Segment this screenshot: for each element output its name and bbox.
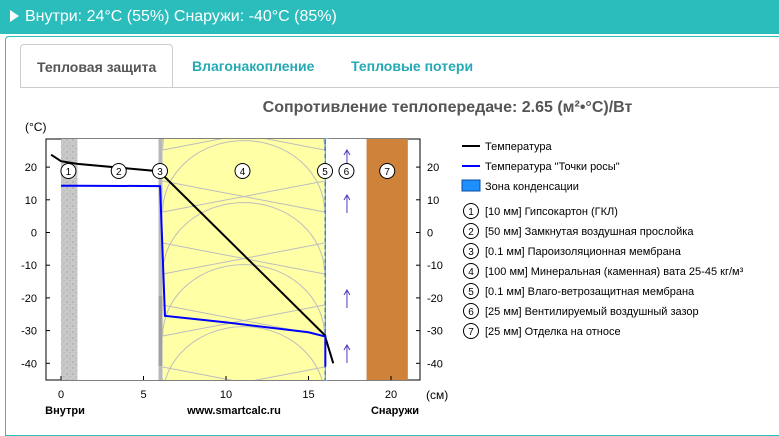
layer-legend-label: [25 мм] Вентилируемый воздушный зазор [485, 306, 699, 318]
collapse-arrow-icon[interactable] [10, 10, 19, 22]
layer-legend-label: [25 мм] Отделка на относе [485, 326, 621, 338]
layer-legend-label: [0.1 мм] Влаго-ветрозащитная мембрана [485, 286, 695, 298]
layer-legend-label: [100 мм] Минеральная (каменная) вата 25-… [485, 266, 744, 278]
layer-marker-4: 4 [234, 163, 251, 179]
chart-title: Сопротивление теплопередаче: 2.65 (м²•°С… [262, 99, 633, 116]
tab-heat-loss[interactable]: Тепловые потери [351, 58, 474, 74]
tab-divider [20, 87, 779, 88]
tab-moisture-accumulation[interactable]: Влагонакопление [192, 58, 315, 74]
layer-legend-item: 6 [25 мм] Вентилируемый воздушный зазор [463, 303, 699, 319]
layer-legend-item: 1 [10 мм] Гипсокартон (ГКЛ) [463, 203, 618, 219]
x-axis: 0 5 10 15 20 [58, 376, 397, 401]
layer-legend-item: 4 [100 мм] Минеральная (каменная) вата 25… [463, 263, 744, 279]
layer-ventilated-gap [325, 139, 367, 380]
airflow-arrows [343, 149, 351, 363]
layer-marker-6: 6 [338, 163, 355, 179]
y-axis-left: 20 10 0 -10 -20 -30 -40 [21, 162, 50, 370]
layer-marker-number: 4 [240, 167, 246, 178]
layer-marker-3: 3 [152, 163, 168, 179]
layer-legend-item: 3 [0.1 мм] Пароизоляционная мембрана [463, 243, 682, 259]
layer-legend-number: 6 [468, 307, 474, 318]
layer-marker-number: 6 [344, 167, 350, 178]
layer-number-markers: 1 2 3 4 5 6 7 [60, 163, 396, 179]
layer-legend-number: 4 [468, 267, 474, 278]
x-tick-label: 15 [302, 389, 314, 401]
summary-header[interactable]: Внутри: 24°C (55%) Снаружи: -40°C (85%) [0, 0, 779, 34]
layer-marker-number: 7 [384, 167, 390, 178]
x-tick-label: 20 [385, 389, 397, 401]
y-tick-label-left: -10 [21, 260, 37, 272]
y-tick-label-left: 0 [31, 228, 37, 240]
y-tick-label-right: -10 [427, 260, 443, 272]
layer-legend-number: 1 [468, 207, 474, 218]
layer-legend-number: 2 [468, 227, 474, 238]
layer-marker-1: 1 [60, 163, 77, 179]
y-tick-label-left: 10 [25, 195, 37, 207]
layer-legend: 1 [10 мм] Гипсокартон (ГКЛ) 2 [50 мм] Замкн… [463, 203, 744, 339]
layer-mineral-wool [162, 139, 325, 380]
layer-cladding [366, 139, 408, 380]
y-tick-label-left: 20 [25, 162, 37, 174]
layer-marker-number: 1 [66, 167, 72, 178]
layer-legend-label: [0.1 мм] Пароизоляционная мембрана [485, 246, 682, 258]
layer-legend-number: 5 [468, 287, 474, 298]
layer-legend-number: 7 [468, 327, 474, 338]
legend: Температура Температура "Точки росы" Зон… [461, 141, 620, 193]
layer-marker-2: 2 [110, 163, 127, 179]
legend-temperature-label: Температура [485, 141, 553, 153]
layer-marker-7: 7 [379, 163, 396, 179]
y-tick-label-left: -20 [21, 293, 37, 305]
y-tick-label-left: -30 [21, 326, 37, 338]
y-tick-label-right: -20 [427, 293, 443, 305]
x-tick-label: 5 [140, 389, 146, 401]
x-tick-label: 0 [58, 389, 64, 401]
y-tick-label-right: 10 [427, 195, 439, 207]
website-label: www.smartcalc.ru [186, 405, 281, 417]
legend-condensation-swatch [461, 179, 481, 192]
y-tick-label-right: -30 [427, 326, 443, 338]
layer-legend-item: 7 [25 мм] Отделка на относе [463, 323, 621, 339]
x-tick-label: 10 [220, 389, 232, 401]
layer-marker-number: 3 [157, 167, 163, 178]
layer-marker-number: 2 [116, 167, 122, 178]
airflow-arrow-icon [343, 289, 351, 308]
layer-vapor-barrier [158, 139, 163, 380]
layer-air-gap [77, 139, 160, 380]
layer-legend-item: 5 [0.1 мм] Влаго-ветрозащитная мембрана [463, 283, 695, 299]
layer-legend-label: [50 мм] Замкнутая воздушная прослойка [485, 226, 694, 238]
legend-dew-point-label: Температура "Точки росы" [485, 161, 620, 173]
layer-legend-item: 2 [50 мм] Замкнутая воздушная прослойка [463, 223, 694, 239]
airflow-arrow-icon [343, 194, 351, 213]
layer-marker-number: 5 [322, 167, 328, 178]
summary-text: Внутри: 24°C (55%) Снаружи: -40°C (85%) [25, 8, 337, 25]
outside-label: Снаружи [371, 405, 419, 417]
legend-condensation-label: Зона конденсации [485, 181, 579, 193]
layer-legend-number: 3 [468, 247, 474, 258]
y-tick-label-left: -40 [21, 358, 37, 370]
y-tick-label-right: 20 [427, 162, 439, 174]
y-axis-unit: (°C) [25, 120, 46, 134]
layer-legend-label: [10 мм] Гипсокартон (ГКЛ) [485, 206, 618, 218]
x-axis-unit: (см) [426, 388, 448, 402]
y-axis-right: 20 10 0 -10 -20 -30 -40 [416, 162, 443, 370]
y-tick-label-right: -40 [427, 358, 443, 370]
airflow-arrow-icon [343, 344, 351, 363]
layer-vapor-barrier-marks [158, 296, 163, 366]
layer-drywall [61, 139, 78, 380]
layer-marker-5: 5 [317, 163, 333, 179]
dew-point-line [61, 184, 327, 367]
inside-label: Внутри [45, 405, 85, 417]
y-tick-label-right: 0 [427, 228, 433, 240]
